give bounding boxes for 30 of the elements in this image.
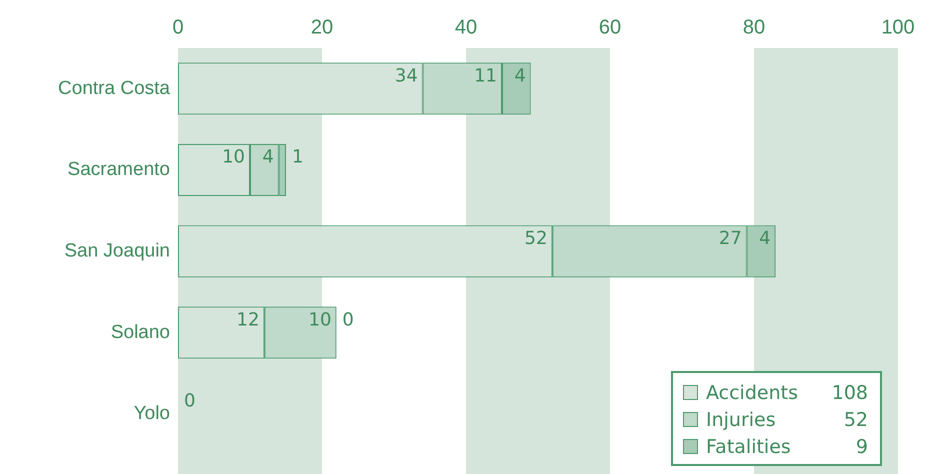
data-label: 34 [394,65,418,86]
data-label: 4 [262,146,274,168]
data-label: 10 [308,309,332,330]
x-tick-label: 60 [598,16,622,39]
annotation: 52 [842,408,868,430]
data-label: 27 [718,228,742,249]
y-tick-label: Yolo [134,403,170,424]
x-tick-label: 80 [742,16,766,39]
data-label: 0 [342,309,354,330]
x-tick-label: 20 [310,16,334,39]
data-label: 4 [759,228,771,249]
data-label: 10 [222,146,245,168]
x-tick-label: 0 [172,16,184,39]
legend-label: Injuries [706,408,777,430]
data-label: 1 [292,146,304,168]
legend-label: Fatalities [706,436,792,458]
x-tick-label: 100 [881,16,915,39]
annotation: 9 [854,436,868,458]
x-tick-label: 40 [454,16,478,39]
annotation: 108 [830,382,868,404]
data-label: 4 [514,65,526,86]
data-label: 52 [524,228,548,249]
y-tick-label: San Joaquin [64,240,170,262]
text: Accidents [706,382,799,404]
y-tick-label: Contra Costa [58,78,170,99]
y-tick-label: Sacramento [68,159,170,180]
data-label: 0 [184,390,196,412]
y-tick-label: Solano [110,322,170,343]
data-label: 12 [236,309,260,330]
data-label: 11 [474,65,497,86]
